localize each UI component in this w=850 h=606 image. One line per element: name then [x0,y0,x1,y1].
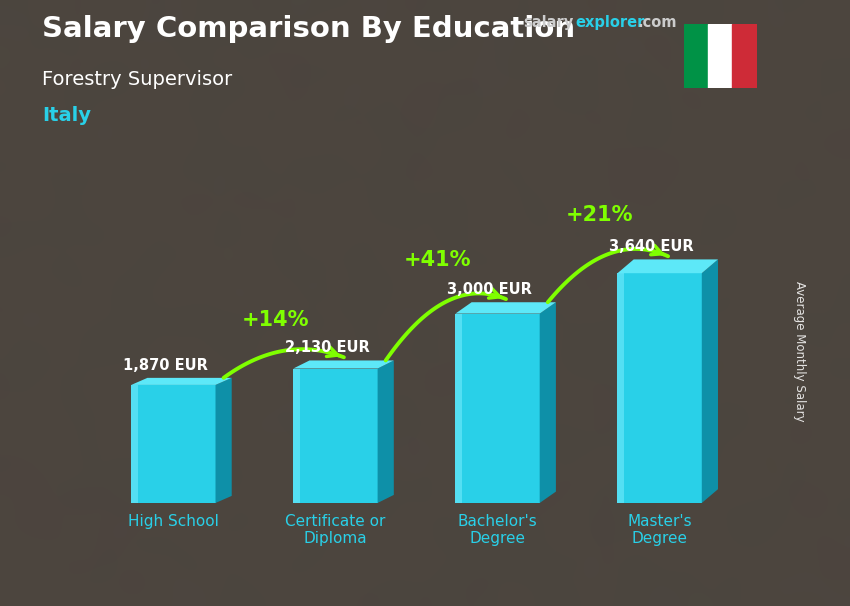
Polygon shape [216,378,232,503]
Polygon shape [540,302,556,503]
Polygon shape [293,368,377,503]
Polygon shape [293,361,394,368]
Text: +41%: +41% [404,250,472,270]
Text: salary: salary [523,15,573,30]
Text: Italy: Italy [42,106,92,125]
Polygon shape [456,314,540,503]
Polygon shape [377,361,394,503]
Polygon shape [131,385,138,503]
Polygon shape [708,24,733,88]
Text: +14%: +14% [242,310,309,330]
Polygon shape [684,24,708,88]
Text: 3,640 EUR: 3,640 EUR [609,239,694,255]
Polygon shape [617,273,624,503]
Polygon shape [733,24,757,88]
Polygon shape [456,302,556,314]
Polygon shape [617,259,718,273]
Text: 3,000 EUR: 3,000 EUR [447,282,532,297]
Polygon shape [131,385,216,503]
Text: +21%: +21% [566,205,633,225]
Polygon shape [293,368,300,503]
Text: 2,130 EUR: 2,130 EUR [286,341,370,355]
Text: 1,870 EUR: 1,870 EUR [123,358,208,373]
Text: explorer: explorer [575,15,645,30]
Polygon shape [702,259,718,503]
Text: Average Monthly Salary: Average Monthly Salary [793,281,806,422]
Text: Salary Comparison By Education: Salary Comparison By Education [42,15,575,43]
Polygon shape [131,378,232,385]
Polygon shape [617,273,702,503]
Text: Forestry Supervisor: Forestry Supervisor [42,70,233,88]
Polygon shape [456,314,462,503]
Text: .com: .com [638,15,677,30]
